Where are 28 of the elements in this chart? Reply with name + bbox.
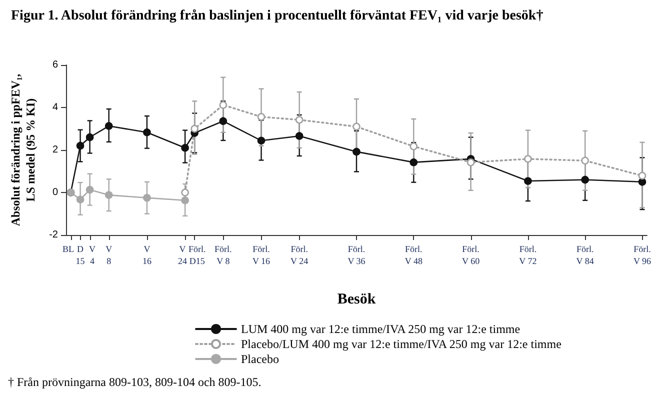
y-tick-label: 0 bbox=[52, 187, 58, 198]
legend-label: Placebo/LUM 400 mg var 12:e timme/IVA 250 mg var 12:e timme bbox=[241, 337, 562, 351]
y-tick-label: 4 bbox=[52, 102, 58, 113]
x-tick-label: Förl. V 24 bbox=[290, 244, 309, 266]
y-tick-label: 6 bbox=[52, 60, 58, 70]
x-tick-label: Förl. V 36 bbox=[348, 244, 366, 266]
chart-title: Figur 1. Absolut förändring från baslinjen i procentuellt förväntat FEV₁ vid varje besök† bbox=[11, 8, 544, 24]
x-tick-label: Förl. V 60 bbox=[462, 244, 480, 266]
text: † Från prövningarna 809-103, 809-104 och 809-105. bbox=[8, 375, 262, 389]
y-axis-title: Absolut förändring i ppFEV₁, LS medel (95 % KI) bbox=[8, 74, 38, 226]
y-tick-label: -2 bbox=[49, 230, 58, 240]
x-tick-label: V 24 bbox=[178, 244, 188, 266]
legend-label: Placebo bbox=[241, 352, 279, 366]
x-tick-label: Förl. V 8 bbox=[214, 244, 232, 266]
y-tick-label: 2 bbox=[52, 144, 58, 156]
x-tick-label: BL bbox=[62, 244, 74, 254]
x-tick-label: Förl. V 84 bbox=[576, 244, 594, 266]
x-tick-label: Förl. V 16 bbox=[252, 244, 271, 266]
legend-label: LUM 400 mg var 12:e timme/IVA 250 mg var 12:e timme bbox=[241, 322, 520, 336]
x-axis-title: Besök bbox=[337, 292, 376, 308]
x-tick-label: Förl. V 72 bbox=[519, 244, 537, 266]
x-tick-label: V 8 bbox=[106, 244, 113, 266]
x-tick-label: V 16 bbox=[142, 244, 152, 266]
x-tick-label: Förl. D15 bbox=[188, 244, 206, 266]
x-tick-label: D 15 bbox=[76, 244, 86, 266]
x-tick-label: Förl. V 96 bbox=[633, 244, 652, 266]
x-tick-label: Förl. V 48 bbox=[404, 244, 423, 266]
x-tick-label: V 4 bbox=[89, 244, 96, 266]
